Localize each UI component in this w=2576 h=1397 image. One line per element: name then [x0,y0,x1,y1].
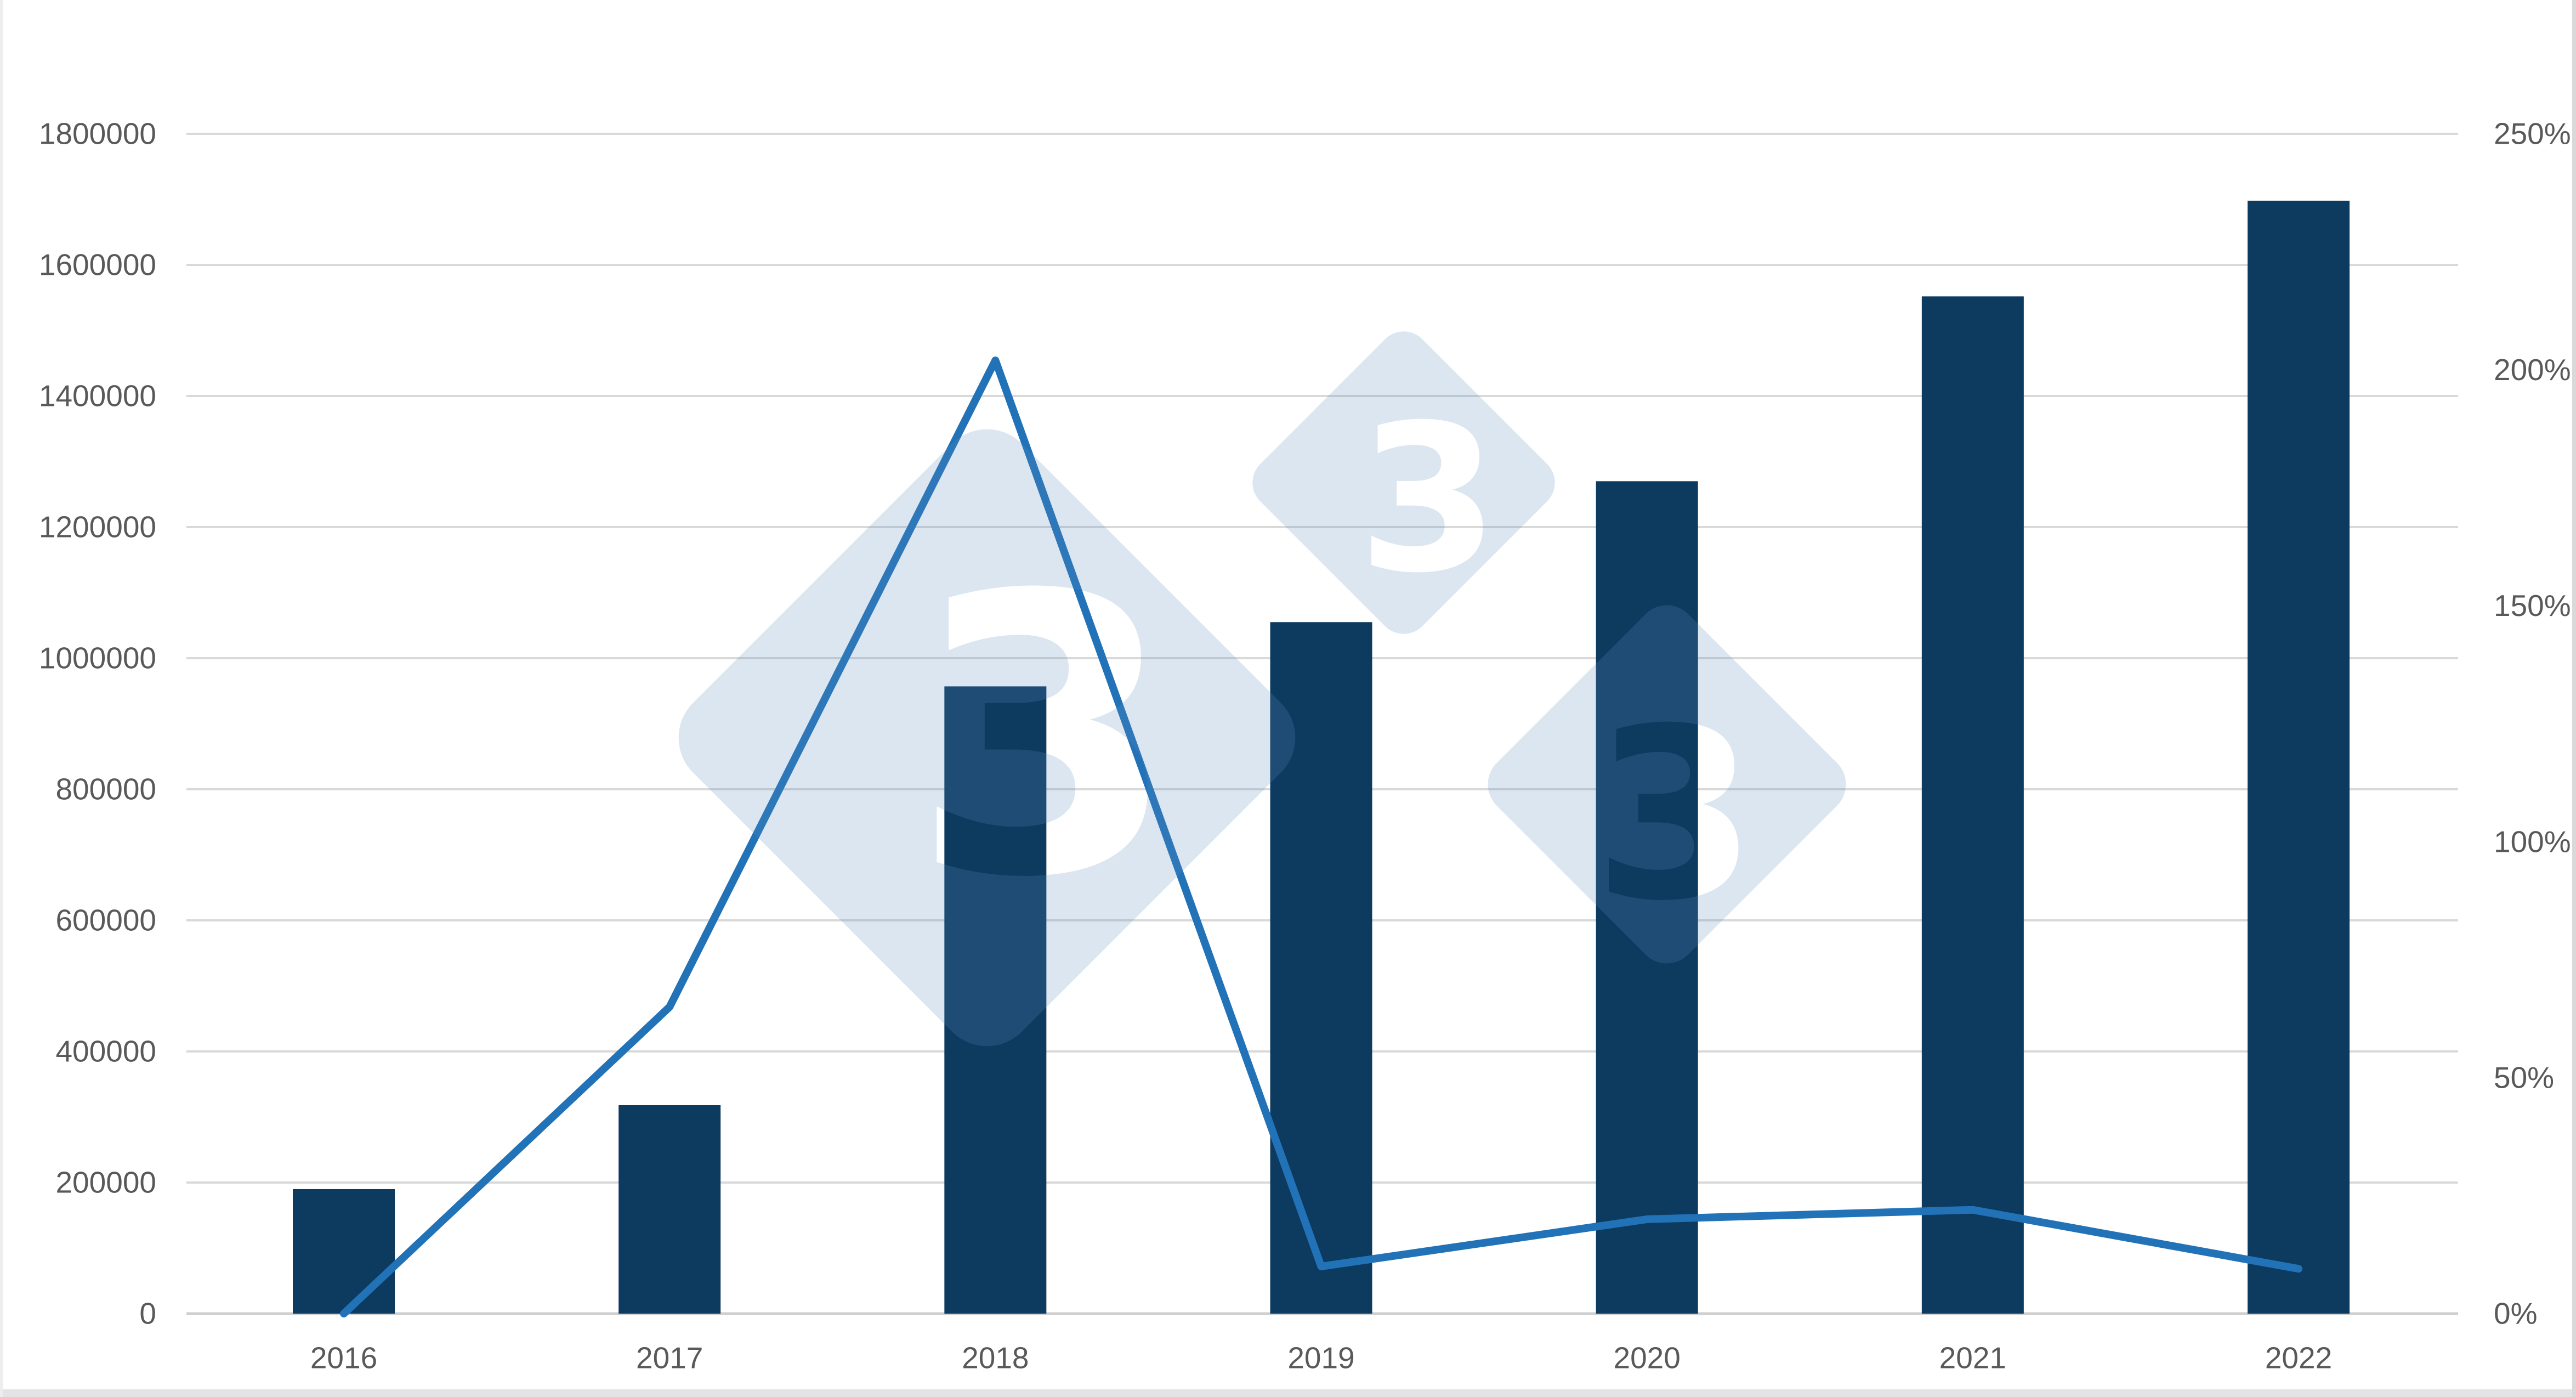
bar-2016 [293,1189,395,1314]
x-axis-tick-label: 2021 [1939,1341,2006,1375]
bar-2020 [1596,481,1698,1314]
x-axis-tick-label: 2020 [1614,1341,1681,1375]
bar-2021 [1921,296,2024,1314]
watermark-diamond [1252,331,1555,634]
watermark-diamond [678,429,1296,1047]
bar-2018 [944,686,1047,1314]
left-axis-tick-label: 1800000 [39,117,156,151]
x-axis-tick-label: 2022 [2265,1341,2332,1375]
watermark [678,331,1846,1047]
right-axis-tick-labels: 250% 200% 150% 100% 50% 0% [2494,117,2571,1331]
right-axis-tick-label: 150% [2494,589,2571,623]
right-axis-tick-label: 0% [2494,1297,2538,1331]
left-axis-tick-label: 1200000 [39,510,156,544]
left-axis-tick-label: 1400000 [39,379,156,413]
left-axis-tick-label: 400000 [55,1034,156,1068]
x-axis-tick-label: 2016 [310,1341,377,1375]
left-axis-tick-label: 600000 [55,903,156,937]
bar-2019 [1270,622,1372,1314]
bar-series [293,200,2350,1314]
x-axis-tick-label: 2018 [962,1341,1029,1375]
right-axis-tick-label: 50% [2494,1061,2554,1095]
left-axis-tick-label: 1600000 [39,248,156,282]
bar-2017 [619,1105,721,1314]
right-axis-tick-label: 200% [2494,353,2571,387]
left-axis-tick-label: 800000 [55,772,156,806]
left-axis-tick-label: 200000 [55,1166,156,1200]
left-axis-tick-label: 0 [139,1297,156,1331]
left-axis-tick-label: 1000000 [39,641,156,675]
x-axis-tick-label: 2019 [1287,1341,1354,1375]
right-axis-tick-label: 100% [2494,824,2571,858]
x-axis-tick-label: 2017 [636,1341,703,1375]
growth-line [340,356,2303,1317]
x-axis-tick-labels: 2016 2017 2018 2019 2020 2021 2022 [310,1341,2332,1375]
left-axis-tick-labels: 1800000 1600000 1400000 1200000 1000000 80000… [39,117,156,1331]
watermark-diamond [1488,605,1846,964]
right-edge-strip [2572,0,2576,1397]
bottom-edge-strip [0,1389,2576,1397]
left-edge-strip [0,0,3,1397]
bar-2022 [2248,200,2350,1314]
right-axis-tick-label: 250% [2494,117,2571,151]
